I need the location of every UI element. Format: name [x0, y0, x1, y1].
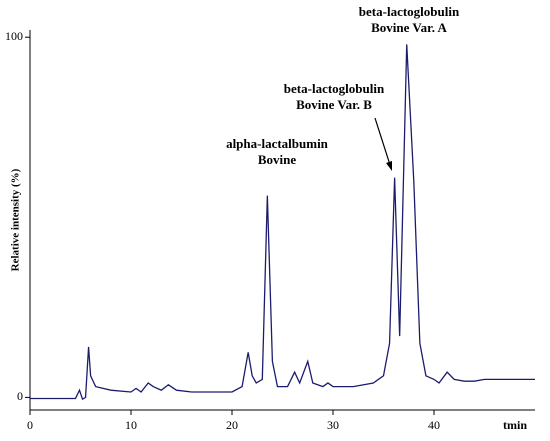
line-series: [30, 44, 535, 401]
x-tick-label: 10: [125, 418, 137, 432]
x-tick-label: 30: [327, 418, 339, 432]
x-tick-label: 40: [428, 418, 440, 432]
annotation: Bovine Var. B: [296, 97, 372, 112]
y-axis-label: Relative intensity (%): [10, 168, 22, 271]
annotation: Bovine Var. A: [371, 20, 447, 35]
x-tick-label: 0: [27, 418, 33, 432]
y-tick-label: 100: [5, 29, 23, 43]
y-tick-label: 0: [17, 389, 23, 403]
annotation: beta-lactoglobulin: [284, 81, 385, 96]
annotation: Bovine: [258, 152, 297, 167]
annotation: beta-lactoglobulin: [359, 4, 460, 19]
x-axis-label: tmin: [503, 418, 527, 432]
x-tick-label: 20: [226, 418, 238, 432]
arrow-head: [386, 161, 392, 171]
annotation: alpha-lactalbumin: [226, 136, 329, 151]
arrow: [374, 117, 392, 169]
